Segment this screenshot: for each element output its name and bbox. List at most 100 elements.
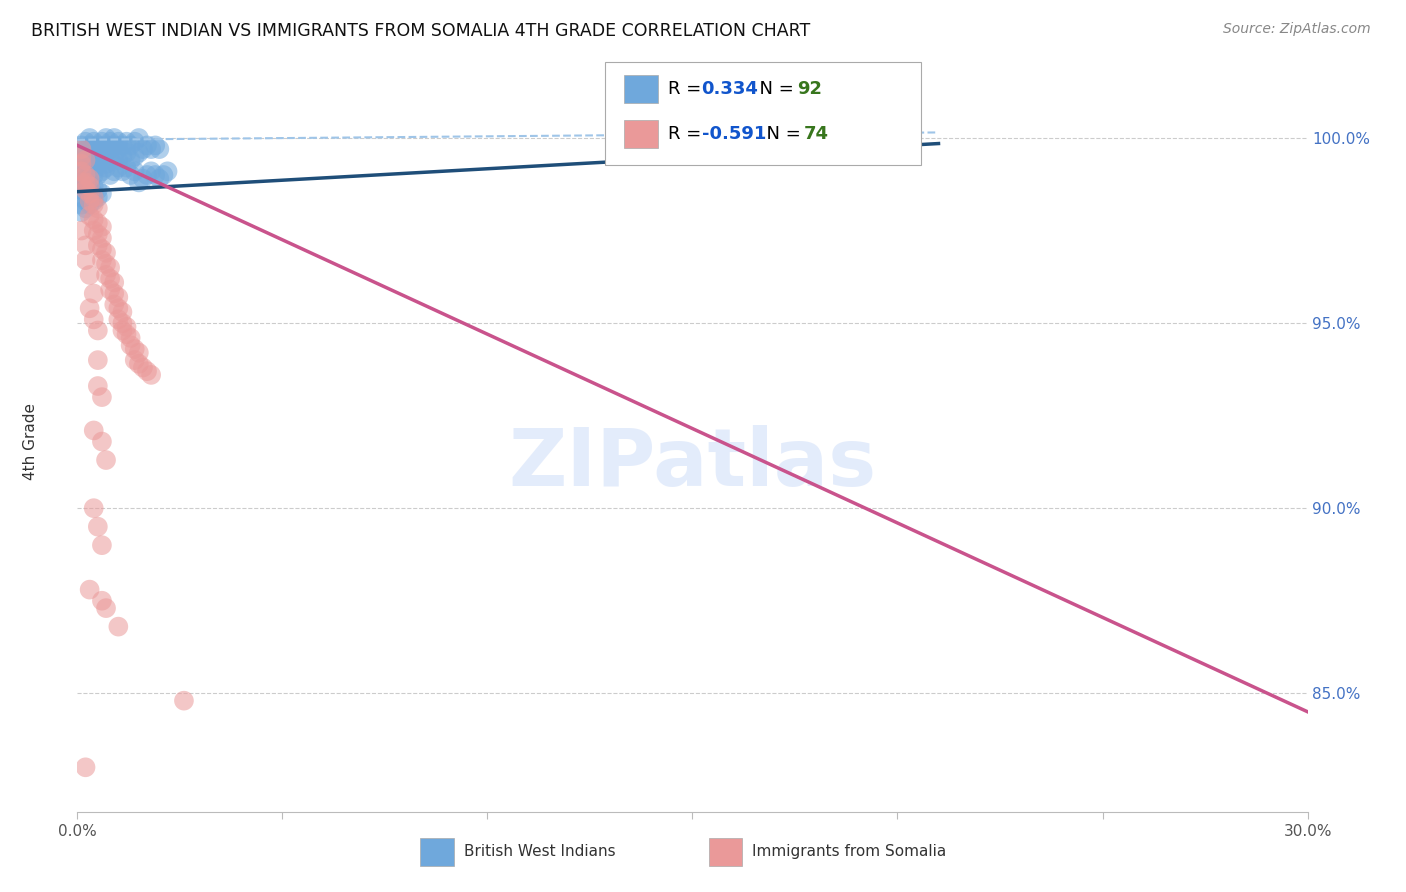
Point — [79, 194, 101, 208]
Point — [87, 190, 110, 204]
Point — [90, 164, 114, 178]
Point — [124, 342, 146, 356]
Text: Immigrants from Somalia: Immigrants from Somalia — [752, 845, 946, 859]
Point — [83, 212, 105, 227]
Text: Source: ZipAtlas.com: Source: ZipAtlas.com — [1223, 22, 1371, 37]
Point — [75, 171, 97, 186]
Point — [90, 390, 114, 404]
Point — [87, 138, 110, 153]
Text: BRITISH WEST INDIAN VS IMMIGRANTS FROM SOMALIA 4TH GRADE CORRELATION CHART: BRITISH WEST INDIAN VS IMMIGRANTS FROM S… — [31, 22, 810, 40]
Point — [83, 149, 105, 163]
Point — [103, 164, 125, 178]
Point — [120, 168, 142, 182]
Point — [136, 138, 159, 153]
Point — [152, 168, 174, 182]
Point — [75, 202, 97, 216]
Point — [83, 197, 105, 211]
Point — [124, 135, 146, 149]
Point — [124, 149, 146, 163]
Point — [75, 179, 97, 194]
Point — [90, 538, 114, 552]
Point — [94, 145, 117, 160]
Point — [143, 138, 166, 153]
Point — [70, 175, 93, 189]
Point — [70, 197, 93, 211]
Point — [141, 164, 163, 178]
Point — [173, 693, 195, 707]
Point — [128, 175, 150, 189]
Point — [136, 364, 159, 378]
Point — [148, 142, 170, 156]
Point — [98, 271, 121, 285]
Point — [75, 161, 97, 175]
Point — [107, 142, 129, 156]
Point — [103, 286, 125, 301]
Point — [98, 260, 121, 275]
Point — [107, 153, 129, 168]
Text: ZIPatlas: ZIPatlas — [509, 425, 876, 503]
Point — [107, 619, 129, 633]
Point — [83, 179, 105, 194]
Point — [70, 164, 93, 178]
Point — [132, 171, 155, 186]
Point — [98, 153, 121, 168]
Point — [87, 353, 110, 368]
Point — [103, 149, 125, 163]
Text: R =: R = — [668, 125, 707, 143]
Point — [75, 149, 97, 163]
Text: 74: 74 — [804, 125, 830, 143]
Point — [90, 242, 114, 256]
Point — [111, 305, 134, 319]
Text: N =: N = — [748, 80, 800, 98]
Point — [107, 301, 129, 316]
Point — [87, 379, 110, 393]
Point — [103, 297, 125, 311]
Point — [115, 145, 138, 160]
Point — [111, 138, 134, 153]
Point — [90, 149, 114, 163]
Point — [87, 153, 110, 168]
Point — [70, 183, 93, 197]
Point — [120, 153, 142, 168]
Text: 0.334: 0.334 — [702, 80, 758, 98]
Point — [75, 238, 97, 252]
Point — [83, 424, 105, 438]
Point — [98, 142, 121, 156]
Point — [79, 171, 101, 186]
Point — [132, 360, 155, 375]
Point — [70, 157, 93, 171]
Point — [103, 138, 125, 153]
Point — [70, 190, 93, 204]
Point — [79, 153, 101, 168]
Point — [87, 157, 110, 171]
Point — [79, 175, 101, 189]
Text: -0.591: -0.591 — [702, 125, 766, 143]
Point — [107, 135, 129, 149]
Point — [79, 197, 101, 211]
Point — [111, 316, 134, 330]
Point — [75, 135, 97, 149]
Point — [79, 268, 101, 282]
Point — [94, 245, 117, 260]
Point — [90, 219, 114, 234]
Point — [75, 153, 97, 168]
Point — [70, 223, 93, 237]
Point — [70, 205, 93, 219]
Point — [75, 168, 97, 182]
Point — [156, 164, 179, 178]
Point — [75, 253, 97, 268]
Point — [115, 319, 138, 334]
Point — [94, 131, 117, 145]
Point — [132, 142, 155, 156]
Point — [87, 183, 110, 197]
Point — [83, 142, 105, 156]
Point — [90, 135, 114, 149]
Point — [94, 138, 117, 153]
Text: R =: R = — [668, 80, 707, 98]
Point — [79, 164, 101, 178]
Point — [148, 171, 170, 186]
Point — [115, 135, 138, 149]
Point — [79, 209, 101, 223]
Point — [120, 338, 142, 352]
Point — [83, 194, 105, 208]
